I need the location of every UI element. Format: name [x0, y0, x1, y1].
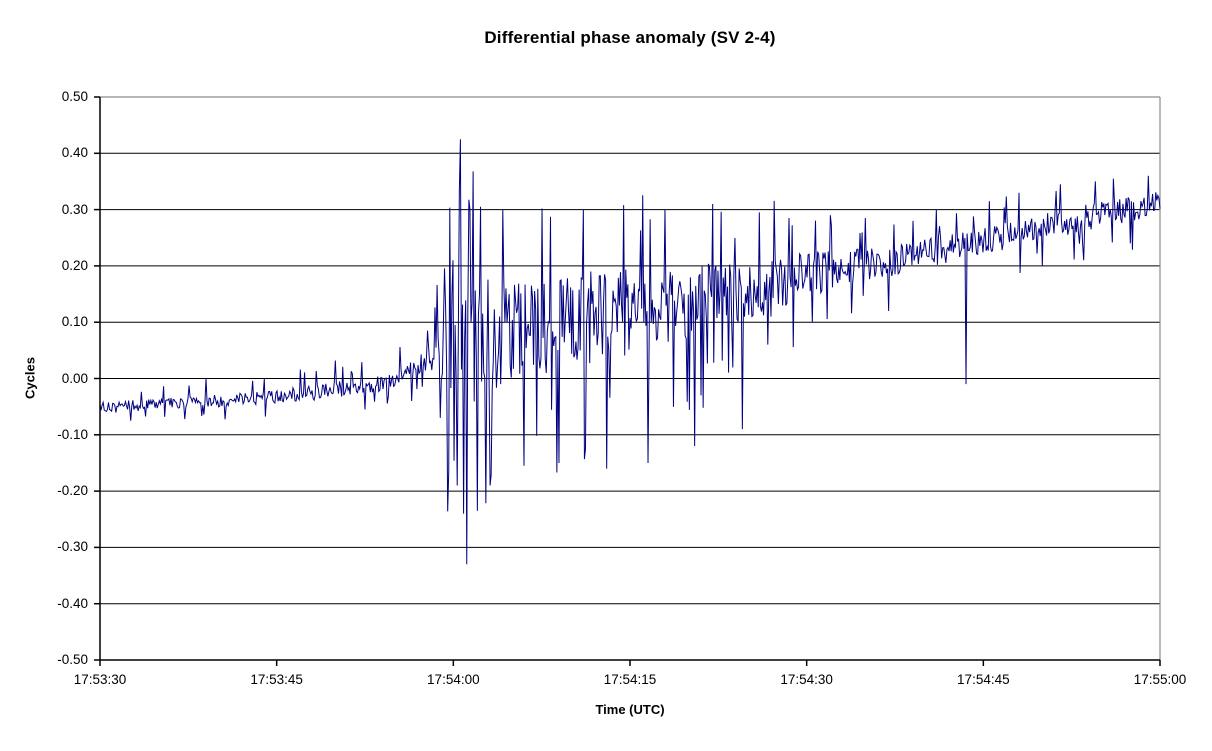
x-tick-label: 17:53:30	[73, 672, 127, 687]
x-tick-label: 17:54:00	[427, 672, 480, 687]
y-tick-label: -0.10	[57, 426, 88, 442]
y-tick-label: -0.40	[57, 595, 88, 611]
x-tick-label: 17:55:00	[1133, 672, 1187, 687]
x-tick-label: 17:54:45	[957, 672, 1010, 687]
y-tick-label: -0.20	[57, 483, 88, 499]
x-axis-title: Time (UTC)	[595, 702, 665, 717]
y-tick-label: 0.00	[61, 370, 88, 386]
y-tick-label: 0.50	[61, 89, 88, 104]
y-tick-label: -0.30	[57, 539, 88, 555]
data-series-line	[99, 139, 1161, 565]
y-tick-label: 0.20	[61, 257, 88, 273]
y-tick-label: -0.50	[57, 652, 88, 667]
y-tick-label: 0.40	[61, 145, 88, 161]
y-tick-label: 0.30	[61, 201, 88, 217]
y-tick-label: 0.10	[61, 314, 88, 330]
x-tick-label: 17:54:15	[603, 672, 657, 687]
x-tick-label: 17:53:45	[250, 672, 303, 687]
x-tick-label: 17:54:30	[780, 672, 833, 687]
chart-title: Differential phase anomaly (SV 2-4)	[484, 28, 776, 47]
